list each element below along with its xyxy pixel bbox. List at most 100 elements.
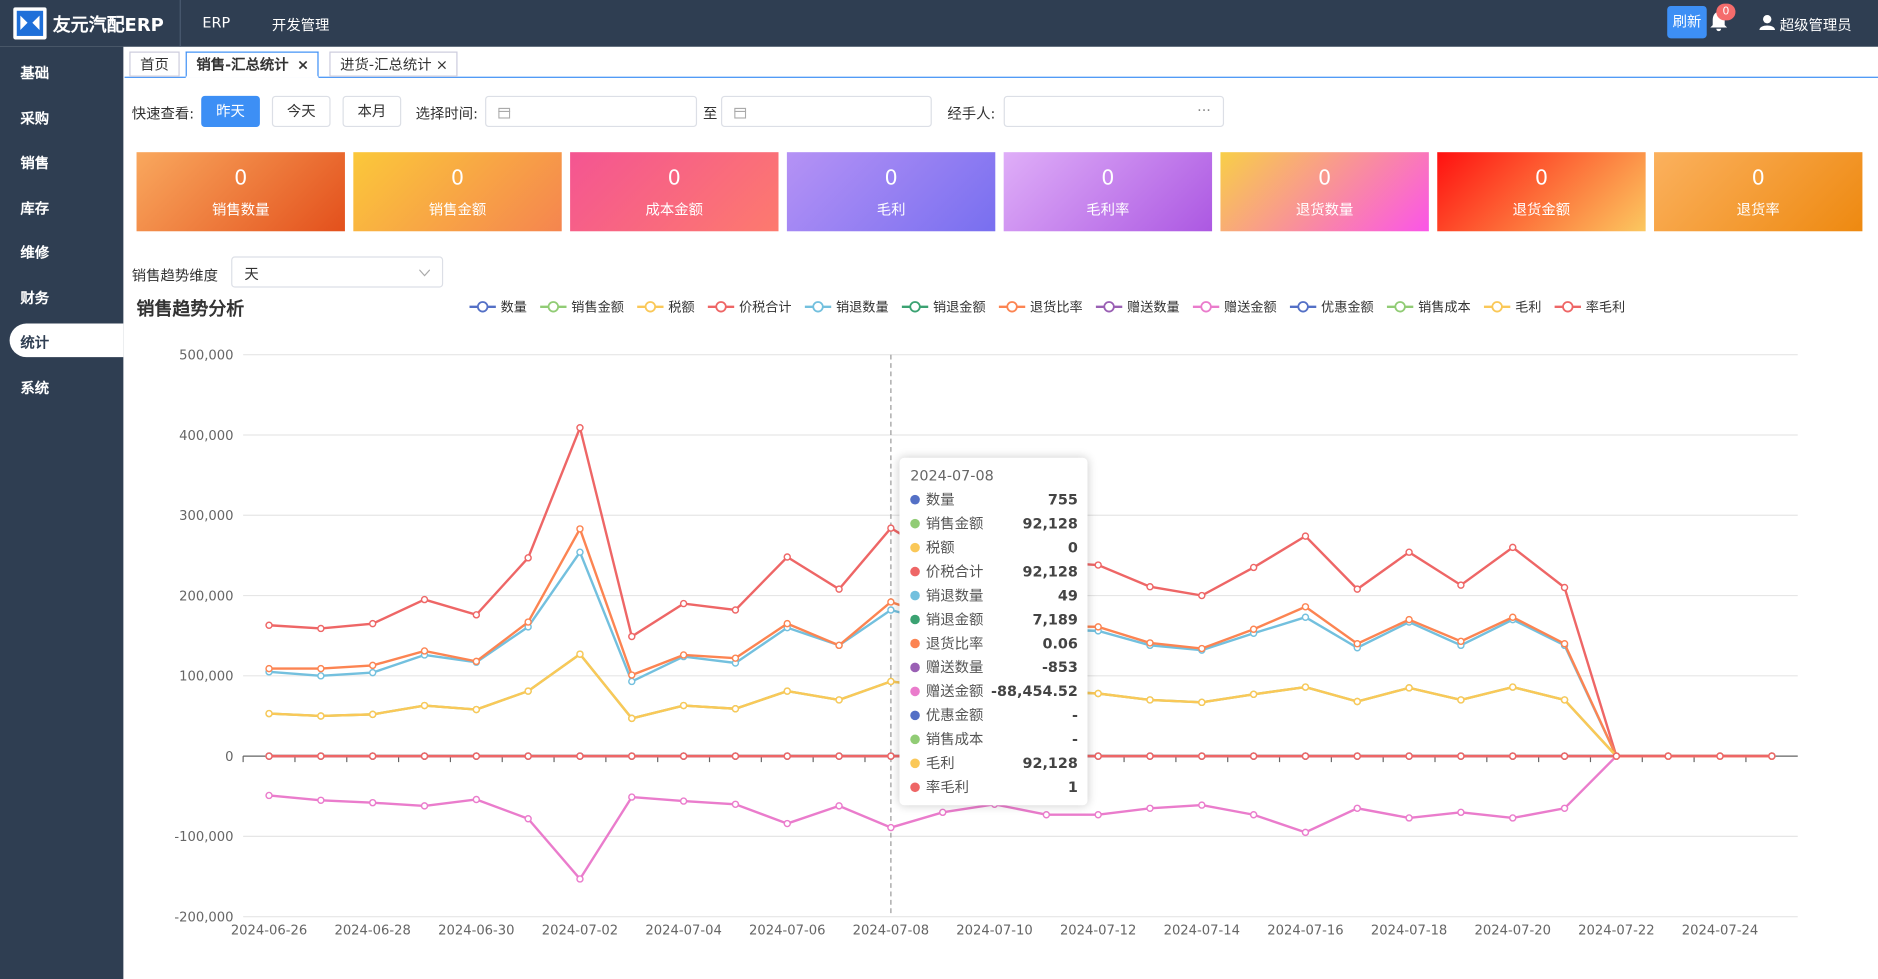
y-tick-label: 400,000 <box>179 429 233 444</box>
series-point <box>1249 690 1258 699</box>
tooltip-name: 退货比率 <box>925 635 984 652</box>
tooltip-row: 赠送数量 -853 <box>910 657 1078 679</box>
kpi-card: 0 毛利 <box>786 152 996 232</box>
series-point <box>368 798 377 807</box>
date-input[interactable] <box>721 95 932 128</box>
series-point <box>576 548 584 556</box>
refresh-button[interactable]: 刷新 <box>1667 5 1707 39</box>
series-point <box>472 752 481 760</box>
series-point <box>628 677 636 686</box>
series-point <box>1612 752 1621 760</box>
kpi-value: 0 <box>451 166 464 191</box>
series-point <box>1509 814 1517 822</box>
more-icon[interactable]: ··· <box>1197 101 1211 119</box>
handler-input[interactable]: ··· <box>1003 95 1225 128</box>
legend-icon-dot <box>812 301 824 313</box>
legend-label: 税额 <box>668 300 694 316</box>
menu-item[interactable]: 开发管理 <box>271 16 330 34</box>
legend-label: 赠送数量 <box>1127 300 1180 316</box>
nav-item[interactable]: 销售 <box>20 154 50 172</box>
tooltip-dot <box>910 518 920 529</box>
close-icon[interactable]: × <box>435 56 448 74</box>
series-point <box>265 752 273 760</box>
kpi-label: 退货率 <box>1736 201 1780 219</box>
kpi-card: 0 退货率 <box>1654 152 1863 232</box>
tooltip-name: 率毛利 <box>925 778 969 796</box>
nav-item[interactable]: 统计 <box>20 334 50 352</box>
y-tick-label: -100,000 <box>174 830 233 845</box>
x-tick-label: 2024-07-24 <box>1682 924 1758 939</box>
nav-item[interactable]: 库存 <box>20 200 50 217</box>
legend-label: 销售成本 <box>1418 300 1471 316</box>
tooltip-value: 755 <box>1047 491 1078 509</box>
quick-button[interactable]: 昨天 <box>201 95 260 128</box>
legend-icon-dot <box>715 301 727 313</box>
nav-item[interactable]: 财务 <box>20 289 50 307</box>
label: 至 <box>703 105 718 123</box>
series-point <box>887 823 895 832</box>
nav-item[interactable]: 维修 <box>20 244 50 262</box>
user-name[interactable]: 超级管理员 <box>1779 16 1852 34</box>
nav-item[interactable]: 系统 <box>20 379 50 397</box>
tooltip-dot <box>910 542 920 553</box>
legend-icon-dot <box>909 301 921 313</box>
calendar-icon <box>498 107 511 119</box>
tooltip-row: 赠送金额 -88,454.52 <box>910 681 1078 703</box>
series-point <box>265 709 273 718</box>
series-point <box>1146 696 1154 704</box>
menu-item[interactable]: ERP <box>202 14 231 32</box>
tooltip-row: 销售金额 92,128 <box>910 513 1078 535</box>
tooltip-value: 0.06 <box>1042 635 1078 652</box>
tooltip-name: 销退数量 <box>925 587 984 604</box>
tooltip-name: 赠送金额 <box>925 683 984 700</box>
series-point <box>1353 697 1361 706</box>
tooltip: 2024-07-08 数量 755 销售金额 92,128 税额 0 价税合计 92,128 销退… <box>899 457 1088 806</box>
series-point <box>1768 752 1776 760</box>
tooltip-name: 销售金额 <box>925 515 984 533</box>
close-icon[interactable]: × <box>296 56 310 74</box>
kpi-label: 退货金额 <box>1512 201 1571 219</box>
series-point <box>1457 752 1465 760</box>
series-point <box>1716 752 1724 760</box>
label: 销售趋势维度 <box>131 267 219 284</box>
x-tick-label: 2024-07-16 <box>1267 924 1343 939</box>
nav-item[interactable]: 采购 <box>20 110 50 128</box>
label: 快速查看: <box>131 105 195 123</box>
quick-button[interactable]: 本月 <box>342 95 402 128</box>
tab-active[interactable]: 销售-汇总统计 × <box>185 51 319 78</box>
series-point <box>783 619 791 628</box>
kpi-label: 销售数量 <box>211 201 270 219</box>
quick-button[interactable]: 今天 <box>271 95 331 128</box>
tooltip-dot <box>910 494 920 505</box>
nav-item[interactable]: 基础 <box>20 64 50 82</box>
series-point <box>835 585 843 593</box>
select-value: 天 <box>244 266 259 283</box>
series-point <box>1457 581 1465 589</box>
date-input[interactable] <box>485 95 698 128</box>
tooltip-row: 优惠金额 - <box>910 705 1078 727</box>
series-point <box>731 705 740 713</box>
chevron <box>419 269 430 277</box>
tooltip-name: 价税合计 <box>925 563 984 580</box>
tooltip-name: 毛利 <box>925 754 955 772</box>
series-point <box>1198 698 1206 707</box>
tooltip-dot <box>910 662 920 673</box>
dimension-select[interactable]: 天 <box>231 256 444 288</box>
series-point <box>887 752 895 760</box>
series-point <box>524 618 532 626</box>
tooltip-name: 销退金额 <box>925 611 984 628</box>
legend-icon-dot <box>1297 301 1309 313</box>
series-point <box>1560 640 1569 648</box>
tab[interactable]: 进货-汇总统计 × <box>329 51 458 77</box>
tab[interactable]: 首页 <box>129 51 180 77</box>
legend-label: 毛利 <box>1515 300 1541 316</box>
kpi-label: 成本金额 <box>645 201 704 219</box>
series-point <box>576 650 584 658</box>
series-point <box>1094 811 1102 819</box>
x-tick-label: 2024-07-22 <box>1578 924 1654 939</box>
series-point <box>1405 814 1413 822</box>
y-tick-label: 100,000 <box>179 670 233 685</box>
series-point <box>1301 828 1310 837</box>
kpi-card: 0 毛利率 <box>1003 152 1213 232</box>
kpi-card: 0 退货数量 <box>1220 152 1429 232</box>
